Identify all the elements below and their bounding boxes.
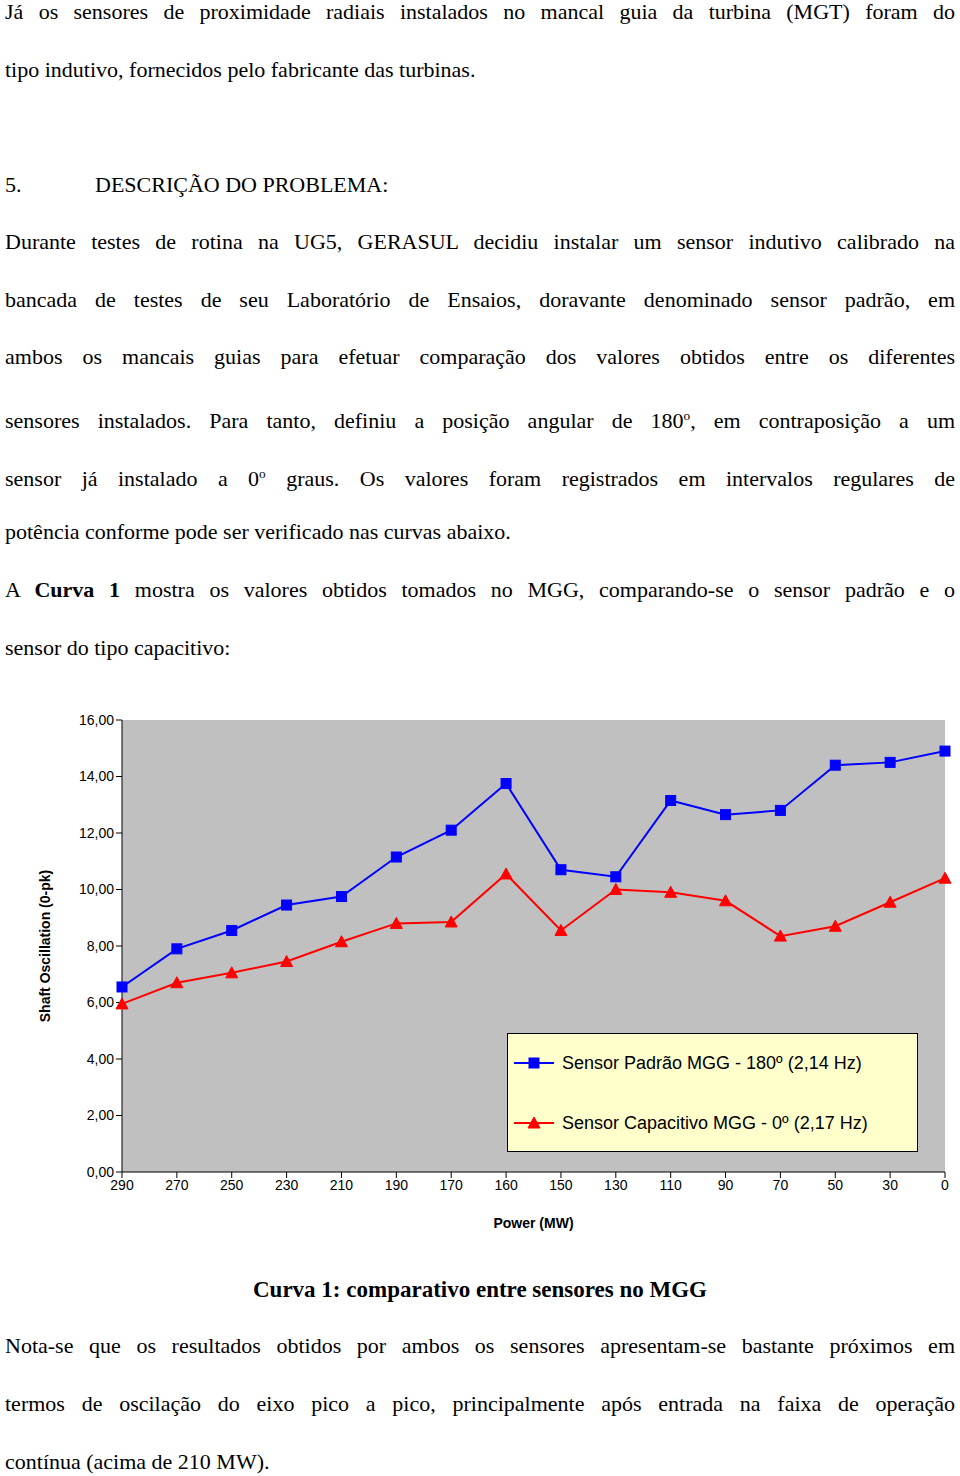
- html-text:sensor já instalado a 0ograus.: sensor já instalado a 0ograus. Os valore…: [5, 466, 955, 492]
- svg-text:Power (MW): Power (MW): [493, 1215, 573, 1231]
- svg-text:Shaft Oscillation (0-pk): Shaft Oscillation (0-pk): [37, 870, 53, 1022]
- html-text:tipo indutivo, fornecidos pelo: tipo indutivo, fornecidos pelo fabricant…: [5, 57, 476, 82]
- html-text:5.: 5.: [5, 172, 22, 197]
- html-text:Durante testes de rotina na UG: Durante testes de rotina na UG5, GERASUL…: [5, 229, 955, 254]
- html-text:Já os sensores de proximidade: Já os sensores de proximidade radiais in…: [5, 0, 955, 24]
- svg-text:270: 270: [165, 1177, 189, 1193]
- svg-text:0: 0: [941, 1177, 949, 1193]
- html-text:Nota-se que os resultados obti: Nota-se que os resultados obtidos por am…: [5, 1333, 955, 1358]
- html-text:bancada de testes de seu Labor: bancada de testes de seu Laboratório de …: [5, 287, 955, 312]
- svg-text:70: 70: [773, 1177, 789, 1193]
- html-text:ambos os mancais guias para ef: ambos os mancais guias para efetuar comp…: [5, 344, 955, 369]
- html-text:potência conforme pode ser ver: potência conforme pode ser verificado na…: [5, 519, 511, 544]
- svg-text:4,00: 4,00: [87, 1051, 114, 1067]
- html-text:contínua (acima de 210 MW).: contínua (acima de 210 MW).: [5, 1449, 270, 1474]
- svg-text:6,00: 6,00: [87, 994, 114, 1010]
- html-text:sensor do tipo capacitivo:: sensor do tipo capacitivo:: [5, 635, 231, 660]
- svg-text:170: 170: [440, 1177, 464, 1193]
- html-text:Sensor Capacitivo MGG - 0º (2,: Sensor Capacitivo MGG - 0º (2,17 Hz): [562, 1112, 868, 1133]
- svg-text:110: 110: [660, 1177, 683, 1193]
- html-text:sensores instalados. Para tant: sensores instalados. Para tanto, definiu…: [5, 408, 955, 434]
- svg-text:190: 190: [385, 1177, 409, 1193]
- svg-text:130: 130: [604, 1177, 628, 1193]
- html-text:termos de oscilação do eixo pi: termos de oscilação do eixo pico a pico,…: [5, 1391, 955, 1416]
- svg-text:16,00: 16,00: [79, 712, 114, 728]
- svg-text:290: 290: [110, 1176, 134, 1193]
- svg-text:160: 160: [494, 1177, 518, 1193]
- html-text:Sensor Padrão MGG - 180º (2,14: Sensor Padrão MGG - 180º (2,14 Hz): [562, 1052, 862, 1073]
- svg-text:150: 150: [549, 1177, 573, 1193]
- svg-text:10,00: 10,00: [79, 881, 114, 897]
- svg-text:0,00: 0,00: [87, 1164, 114, 1180]
- svg-text:30: 30: [882, 1177, 898, 1193]
- svg-text:8,00: 8,00: [87, 938, 114, 954]
- svg-text:250: 250: [220, 1177, 244, 1193]
- html-text:DESCRIÇÃO DO PROBLEMA:: DESCRIÇÃO DO PROBLEMA:: [95, 172, 389, 197]
- html-text:A Curva 1 mostra os valores ob: A Curva 1 mostra os valores obtidos toma…: [5, 577, 955, 602]
- svg-text:90: 90: [718, 1177, 734, 1193]
- svg-text:210: 210: [330, 1177, 354, 1193]
- svg-text:12,00: 12,00: [79, 825, 114, 841]
- svg-text:14,00: 14,00: [79, 768, 114, 784]
- svg-text:50: 50: [827, 1177, 843, 1193]
- html-text:Curva 1: comparativo entre sen: Curva 1: comparativo entre sensores no M…: [253, 1277, 707, 1302]
- svg-text:2,00: 2,00: [87, 1107, 114, 1123]
- svg-text:230: 230: [275, 1177, 299, 1193]
